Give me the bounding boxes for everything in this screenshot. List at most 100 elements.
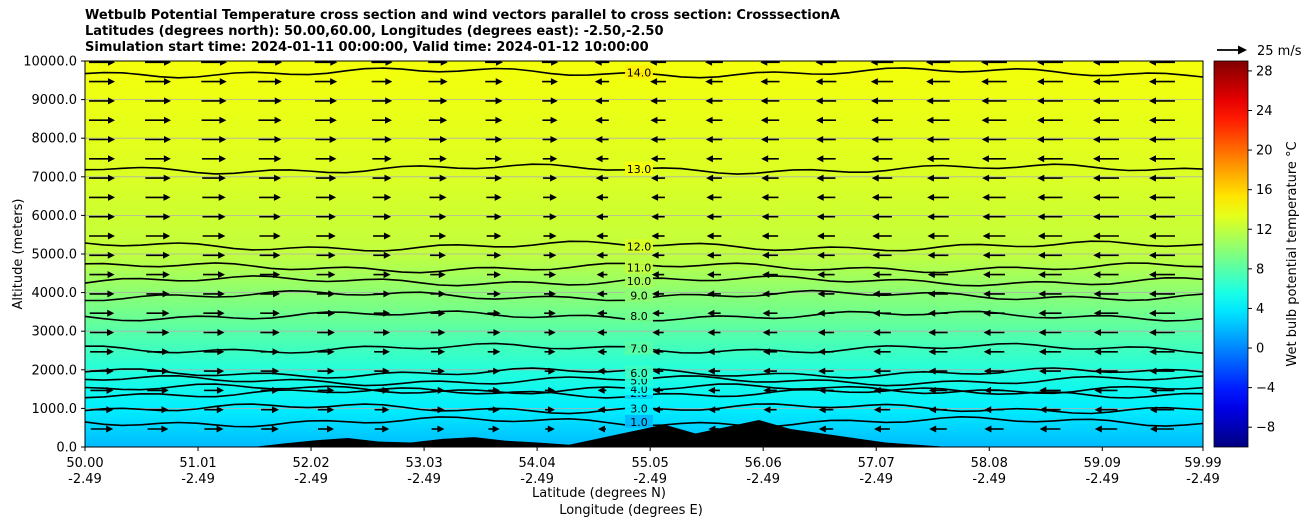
wind-vector-head-150 (651, 290, 659, 298)
wind-vector-head-13 (818, 425, 826, 433)
wind-vector-head-132 (762, 309, 770, 317)
wind-vector-head-98 (1094, 348, 1102, 356)
wind-vector-head-324 (329, 116, 337, 124)
wind-vector-head-223 (273, 213, 281, 221)
wind-vector-head-129 (596, 309, 604, 317)
wind-vector-head-212 (761, 232, 769, 240)
wind-vector-head-155 (927, 290, 935, 298)
wind-vector-head-224 (328, 213, 336, 221)
wind-vector-head-140 (107, 290, 115, 298)
wind-vector-head-118 (1093, 329, 1101, 336)
wind-vector-head-83 (272, 348, 280, 356)
wind-vector-head-298 (1093, 155, 1100, 163)
wind-vector-head-267 (494, 174, 502, 182)
wind-vector-head-275 (926, 174, 934, 182)
wind-vector-head-235 (927, 213, 935, 221)
wind-vector-head-350 (650, 97, 658, 105)
wind-vector-head-381 (164, 61, 171, 66)
wind-vector-head-234 (872, 213, 880, 221)
wind-vector-head-204 (328, 232, 336, 240)
wind-vector-head-167 (494, 271, 501, 279)
x-tick-sublabel-0: -2.49 (68, 472, 102, 487)
contour-label-bg-7 (624, 308, 653, 322)
wind-vector-head-228 (549, 213, 557, 221)
wind-vector-head-60 (106, 367, 114, 375)
wind-vector-head-142 (217, 290, 225, 298)
wind-vector-head-266 (439, 174, 447, 182)
wind-vector-head-186 (438, 251, 446, 259)
contour-label-10: 11.0 (627, 262, 652, 275)
wind-vector-head-128 (548, 309, 556, 317)
wind-vector-head-171 (707, 271, 714, 279)
x-tick-label-6: 56.06 (745, 456, 782, 471)
wind-vector-head-299 (1149, 155, 1156, 163)
wind-vector-head-26 (437, 406, 445, 414)
wind-vector-head-48 (548, 386, 556, 394)
wind-vector-head-11 (708, 425, 716, 433)
wind-vector-head-194 (872, 251, 880, 259)
wind-vector-head-103 (272, 329, 280, 336)
wind-vector-head-371 (705, 78, 713, 86)
wind-vector-head-348 (550, 97, 558, 105)
wind-vector-head-246 (439, 193, 447, 201)
wind-vector-head-356 (981, 97, 989, 105)
wind-vector-head-376 (981, 78, 989, 86)
wind-vector-head-292 (761, 155, 769, 163)
wind-vector-head-355 (926, 97, 934, 105)
y-tick-label-4: 4000.0 (32, 286, 78, 301)
wind-vector-head-31 (708, 406, 716, 414)
wind-vector-head-300 (108, 136, 115, 143)
x-tick-label-10: 59.99 (1184, 456, 1221, 471)
wind-vector-head-259 (1149, 193, 1156, 201)
wind-vector-head-197 (1038, 251, 1046, 259)
wind-vector-head-232 (761, 213, 769, 221)
wind-vector-head-191 (706, 251, 714, 259)
wind-vector-head-311 (705, 136, 713, 143)
wind-vector-head-109 (597, 329, 605, 336)
contour-label-bg-11 (624, 239, 653, 253)
title-line-3: Simulation start time: 2024-01-11 00:00:… (85, 40, 649, 55)
wind-vector-head-90 (652, 348, 660, 356)
wind-vector-head-206 (439, 232, 447, 240)
wind-vector-head-161 (162, 271, 170, 279)
wind-vector-head-123 (272, 309, 280, 317)
wind-vector-head-84 (327, 348, 335, 356)
wind-vector-head-399 (1149, 61, 1156, 66)
wind-vector-head-386 (440, 61, 448, 66)
wind-vector-head-274 (871, 174, 879, 182)
wind-vector-head-226 (439, 213, 447, 221)
wind-vector-head-203 (273, 232, 281, 240)
wind-vector-head-130 (652, 309, 660, 317)
wind-vector-head-166 (438, 271, 446, 279)
wind-vector-head-281 (163, 155, 171, 163)
wind-vector-head-179 (1149, 271, 1156, 279)
wind-vector-head-378 (1093, 78, 1100, 86)
wind-vector-head-85 (382, 348, 390, 356)
wind-vector-head-312 (760, 136, 768, 143)
wind-vector-head-308 (550, 136, 558, 143)
wind-vector-head-216 (982, 232, 990, 240)
y-tick-label-3: 3000.0 (32, 325, 78, 340)
wind-vector-head-66 (437, 367, 445, 375)
x-axis-label-2: Longitude (degrees E) (559, 503, 703, 518)
wind-vector-head-367 (495, 78, 503, 86)
contour-label-bg-2 (624, 401, 653, 415)
wind-vector-head-49 (597, 386, 605, 394)
wind-vector-head-47 (492, 386, 500, 394)
wind-vector-head-220 (108, 213, 115, 221)
wind-vector-head-362 (219, 78, 227, 86)
wind-vector-head-88 (548, 348, 556, 356)
wind-vector-head-231 (706, 213, 714, 221)
wind-vector-head-44 (327, 386, 335, 394)
wind-vector-head-344 (329, 97, 337, 105)
wind-vector-head-349 (595, 97, 603, 105)
colorbar-tick-label-6: 16 (1256, 183, 1273, 198)
wind-vector-head-288 (550, 155, 558, 163)
wind-vector-head-377 (1037, 78, 1044, 86)
wind-vector-head-141 (162, 290, 170, 298)
wind-vector-head-215 (927, 232, 935, 240)
wind-vector-head-8 (547, 425, 555, 433)
y-tick-label-1: 1000.0 (32, 402, 78, 417)
wind-vector-head-361 (164, 78, 171, 86)
